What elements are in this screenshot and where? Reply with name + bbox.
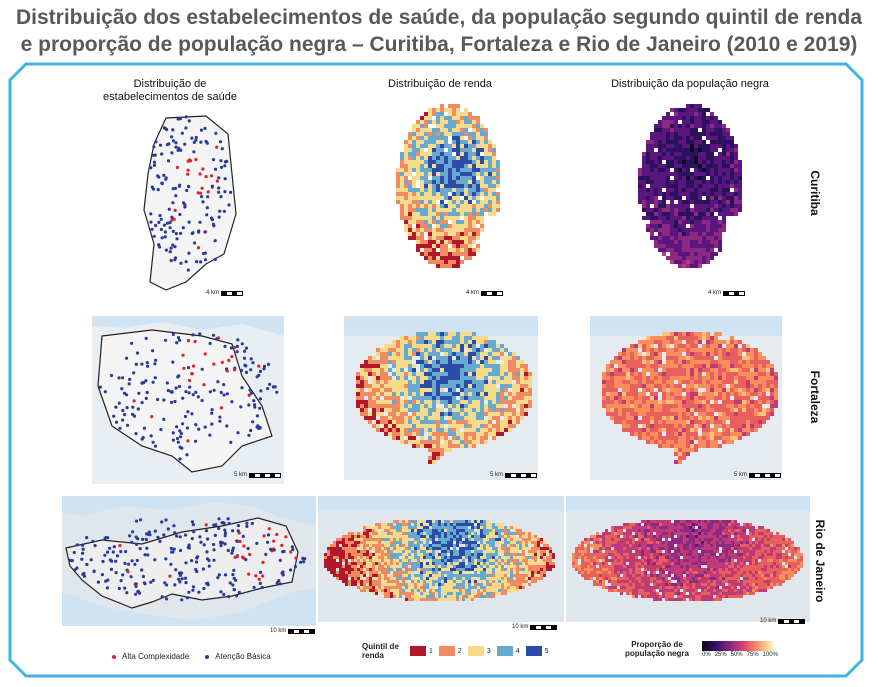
scale-bar-curitiba-3: 4 km: [708, 290, 746, 296]
map-fortaleza-black-population: [590, 316, 782, 480]
scale-bar-rio-1: 10 km: [270, 628, 316, 634]
column-title-establishments: Distribuição de estabelecimentos de saúd…: [103, 78, 237, 103]
quintil-swatch-icon: [525, 646, 542, 656]
quintil-swatch-icon: [410, 646, 426, 656]
legend-quintil-3: 3: [467, 646, 491, 656]
proporcao-tick: 100%: [762, 651, 778, 658]
scale-bar-fortaleza-3: 5 km: [734, 472, 782, 478]
quintil-swatch-icon: [467, 646, 484, 656]
map-fortaleza-income: [344, 316, 538, 480]
quintil-label: 2: [457, 647, 462, 655]
proporcao-tick: 25%: [714, 651, 727, 658]
proporcao-gradient-bar: [702, 640, 774, 651]
legend-quintil-1: 1: [410, 646, 433, 656]
legend-alta-complexidade: Alta Complexidade: [122, 652, 190, 661]
legend-quintil-4: 4: [496, 646, 520, 656]
scale-label: 4 km: [708, 290, 722, 296]
legend-black-population: Proporção de população negra 0% 25% 50% 75%…: [622, 640, 778, 658]
scale-bar-curitiba-1: 4 km: [206, 290, 244, 296]
scale-bar-fortaleza-1: 5 km: [234, 472, 282, 478]
legend-quintil-items: 1 2 3 4 5: [410, 646, 555, 656]
scale-label: 10 km: [760, 618, 777, 624]
establishment-points-curitiba: [149, 115, 233, 272]
legend-atencao-basica: Atenção Básica: [215, 652, 271, 661]
alta-complexidade-dot-icon: [112, 654, 116, 659]
scale-bar-rio-2: 10 km: [512, 624, 558, 630]
legend-quintil-title: Quintil de renda: [362, 642, 399, 660]
scale-label: 10 km: [270, 628, 287, 634]
establishment-points-rio: [68, 517, 307, 602]
quintil-label: 4: [515, 647, 520, 655]
quintil-swatch-icon: [438, 646, 455, 656]
map-fortaleza-establishments: [92, 316, 284, 484]
scale-bar-fortaleza-2: 5 km: [490, 472, 538, 478]
map-rio-income: [318, 496, 564, 622]
row-label-curitiba: Curitiba: [808, 170, 822, 216]
legend-quintil-2: 2: [438, 646, 462, 656]
figure-frame: [8, 62, 864, 678]
atencao-basica-dot-icon: [205, 654, 210, 659]
establishment-points-fortaleza: [98, 332, 279, 461]
map-rio-black-population: [566, 496, 810, 622]
map-rio-establishments: [62, 496, 316, 626]
scale-bar-rio-3: 10 km: [760, 618, 806, 624]
legend-establishments: Alta Complexidade Atenção Básica: [112, 652, 271, 661]
legend-proporcao-title: Proporção de população negra: [624, 640, 689, 658]
quintil-swatch-icon: [496, 646, 513, 656]
legend-income-quintile: Quintil de renda 1 2 3 4 5: [362, 642, 555, 660]
column-title-black-population: Distribuição da população negra: [611, 78, 769, 90]
column-title-income: Distribuição de renda: [388, 78, 492, 90]
proporcao-tick: 75%: [746, 651, 759, 658]
quintil-label: 5: [544, 647, 549, 655]
figure-title-line-2: e proporção de população negra – Curitib…: [20, 33, 858, 56]
scale-label: 5 km: [490, 472, 504, 478]
map-curitiba-black-population: [626, 104, 752, 290]
row-label-fortaleza: Fortaleza: [808, 370, 822, 424]
map-curitiba-income: [384, 104, 510, 290]
scale-label: 4 km: [466, 290, 480, 296]
quintil-label: 3: [486, 647, 491, 655]
scale-label: 5 km: [234, 472, 248, 478]
proporcao-tick: 50%: [730, 651, 743, 658]
quintil-label: 1: [429, 647, 433, 655]
figure-title-line-1: Distribuição dos estabelecimentos de saú…: [16, 6, 862, 29]
proporcao-tick: 0%: [702, 651, 711, 658]
scale-label: 5 km: [734, 472, 748, 478]
proporcao-ticks: 0% 25% 50% 75% 100%: [702, 652, 778, 658]
row-label-rio-de-janeiro: Rio de Janeiro: [813, 519, 827, 603]
scale-bar-curitiba-2: 4 km: [466, 290, 504, 296]
scale-label: 10 km: [512, 624, 529, 630]
scale-label: 4 km: [206, 290, 220, 296]
map-curitiba-establishments: [136, 114, 246, 296]
figure-title: Distribuição dos estabelecimentos de saú…: [0, 4, 878, 58]
legend-quintil-5: 5: [525, 646, 549, 656]
